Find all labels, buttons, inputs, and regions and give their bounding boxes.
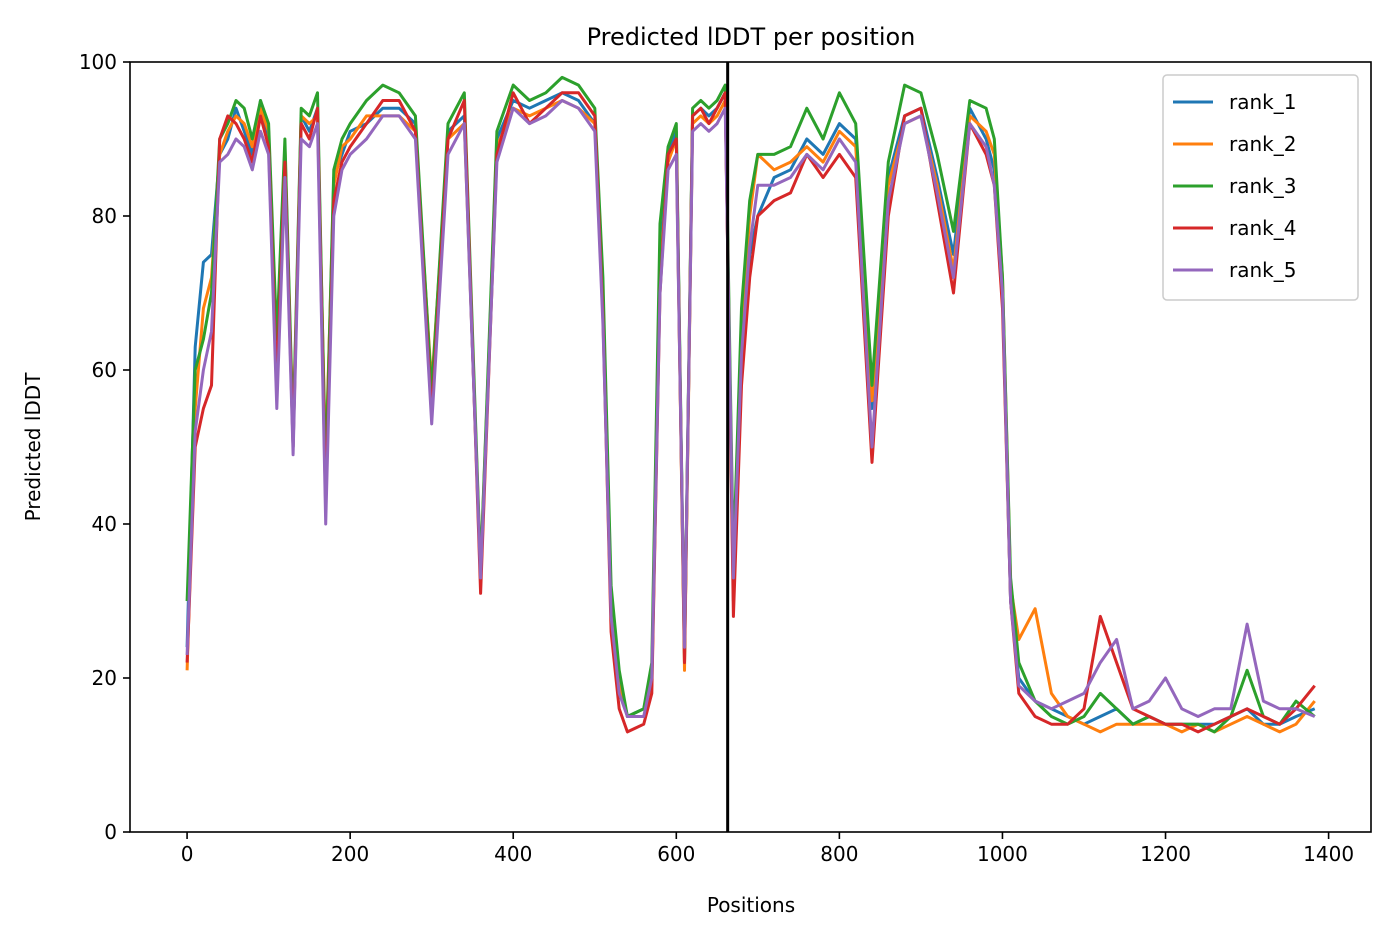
axes: 0 200 400 600 800 1000 1200 1400 0 20 40 60 80 100 [79, 50, 1372, 866]
x-tick-label: 800 [820, 842, 858, 866]
y-axis-label: Predicted lDDT [21, 372, 45, 522]
y-tick-label: 0 [104, 820, 117, 844]
y-tick-label: 60 [92, 358, 117, 382]
plot-area [185, 62, 1316, 832]
x-tick-label: 1000 [977, 842, 1028, 866]
x-tick-label: 0 [181, 842, 194, 866]
x-tick-label: 1400 [1303, 842, 1354, 866]
x-axis-label: Positions [707, 893, 795, 917]
legend-label-rank_3: rank_3 [1229, 174, 1296, 198]
legend-label-rank_4: rank_4 [1229, 216, 1296, 240]
chart-title: Predicted lDDT per position [587, 23, 916, 51]
x-tick-label: 1200 [1140, 842, 1191, 866]
legend-label-rank_2: rank_2 [1229, 132, 1296, 156]
legend-label-rank_5: rank_5 [1229, 258, 1296, 282]
y-tick-label: 80 [92, 204, 117, 228]
y-tick-label: 100 [79, 50, 117, 74]
series-line-rank_2 [185, 99, 1316, 734]
series-line-rank_4 [185, 91, 1316, 734]
series-line-rank_5 [185, 99, 1316, 718]
legend: rank_1 rank_2 rank_3 rank_4 rank_5 [1162, 74, 1359, 301]
x-tick-label: 400 [494, 842, 532, 866]
y-tick-label: 20 [92, 666, 117, 690]
legend-box [1162, 74, 1359, 301]
x-tick-label: 600 [657, 842, 695, 866]
legend-label-rank_1: rank_1 [1229, 90, 1296, 114]
axes-frame [129, 61, 1372, 833]
y-tick-label: 40 [92, 512, 117, 536]
x-tick-label: 200 [331, 842, 369, 866]
